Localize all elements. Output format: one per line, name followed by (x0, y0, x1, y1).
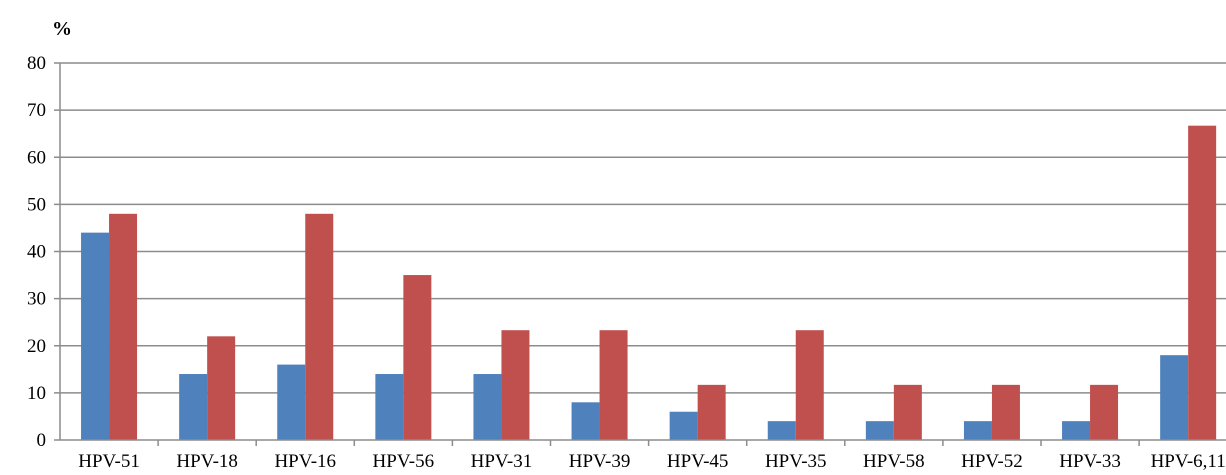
bar-series-1 (865, 421, 894, 440)
y-tick-label: 50 (27, 194, 46, 215)
y-axis-unit-label: % (52, 18, 72, 40)
x-tick-label: HPV-45 (667, 451, 729, 472)
bar-series-2 (599, 330, 628, 440)
bar-series-2 (207, 336, 236, 440)
bar-series-1 (963, 421, 992, 440)
y-tick-label: 80 (27, 53, 46, 74)
y-tick-label: 20 (27, 336, 46, 357)
bar-series-2 (1188, 125, 1217, 441)
y-tick-label: 60 (27, 147, 46, 168)
bar-series-1 (277, 364, 306, 440)
x-tick-label: HPV-56 (373, 451, 435, 472)
bar-series-2 (991, 384, 1020, 440)
bar-series-1 (1160, 355, 1189, 440)
x-axis-ticks: HPV-51 HPV-18 HPV-16 HPV-56 HPV-31 HPV-39 HPV-… (78, 440, 1226, 472)
y-axis-ticks: 0 10 20 30 40 50 60 70 80 (27, 53, 60, 451)
x-tick-label: HPV-58 (863, 451, 925, 472)
bar-series-2 (795, 330, 824, 440)
x-tick-label: HPV-52 (961, 451, 1023, 472)
x-tick-label: HPV-18 (176, 451, 238, 472)
bar-series-1 (179, 374, 208, 440)
bar-series-1 (1062, 421, 1091, 440)
bars (81, 125, 1217, 441)
bar-series-1 (571, 402, 600, 440)
bar-series-1 (81, 232, 110, 440)
x-tick-label: HPV-33 (1059, 451, 1121, 472)
bar-series-2 (501, 330, 530, 440)
bar-series-2 (403, 275, 432, 440)
x-tick-label: HPV-16 (274, 451, 336, 472)
bar-series-1 (473, 374, 502, 440)
y-tick-label: 40 (27, 242, 46, 263)
y-tick-label: 0 (37, 430, 47, 451)
bar-series-2 (893, 384, 922, 440)
bar-series-2 (109, 213, 138, 440)
x-tick-label: HPV-51 (78, 451, 140, 472)
x-tick-label: HPV-39 (569, 451, 631, 472)
gridlines (60, 62, 1226, 394)
bar-series-1 (767, 421, 796, 440)
bar-series-1 (375, 374, 404, 440)
y-tick-label: 10 (27, 383, 46, 404)
bar-series-2 (697, 384, 726, 440)
y-tick-label: 70 (27, 100, 46, 121)
x-tick-label: HPV-6,11 (1151, 451, 1226, 472)
y-tick-label: 30 (27, 289, 46, 310)
x-tick-label: HPV-35 (765, 451, 827, 472)
bar-series-2 (305, 213, 334, 440)
x-tick-label: HPV-31 (471, 451, 533, 472)
bar-series-2 (1090, 384, 1119, 440)
bar-series-1 (669, 411, 698, 440)
